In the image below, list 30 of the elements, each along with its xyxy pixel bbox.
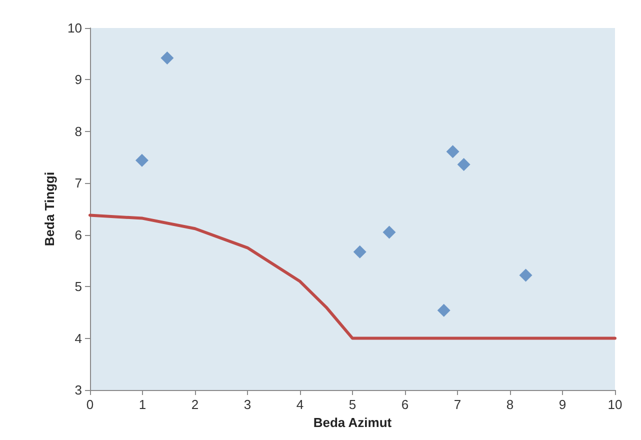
x-tick-label: 8	[506, 397, 514, 412]
y-tick-label: 3	[74, 382, 82, 398]
point	[353, 245, 366, 258]
y-tick-label: 10	[68, 20, 82, 36]
x-tick-label: 9	[558, 397, 566, 412]
y-tick-label: 7	[74, 176, 82, 191]
x-tick-label: 5	[348, 397, 356, 412]
y-tick-label: 4	[74, 330, 82, 346]
x-tick-label: 6	[401, 397, 409, 412]
x-tick-label: 3	[244, 397, 252, 412]
x-tick-label: 2	[191, 397, 199, 412]
y-axis-title: Beda Tinggi	[42, 172, 57, 246]
x-tick-label: 4	[296, 397, 304, 412]
point	[160, 51, 174, 64]
x-tick-label: 0	[86, 397, 94, 412]
point	[437, 304, 450, 317]
line-series	[88, 214, 616, 340]
x-axis-title: Beda Azimut	[313, 414, 392, 430]
point	[519, 268, 532, 282]
y-tick-label: 9	[74, 72, 82, 88]
x-tick-label: 1	[138, 397, 146, 412]
point	[446, 145, 460, 158]
point	[135, 154, 148, 167]
x-tick-label: 7	[454, 397, 462, 412]
point	[457, 158, 470, 172]
y-tick-label: 5	[74, 279, 82, 294]
point	[382, 226, 396, 239]
y-tick-label: 8	[74, 124, 82, 139]
y-tick-label: 6	[74, 227, 82, 242]
x-tick-label: 10	[608, 397, 622, 412]
